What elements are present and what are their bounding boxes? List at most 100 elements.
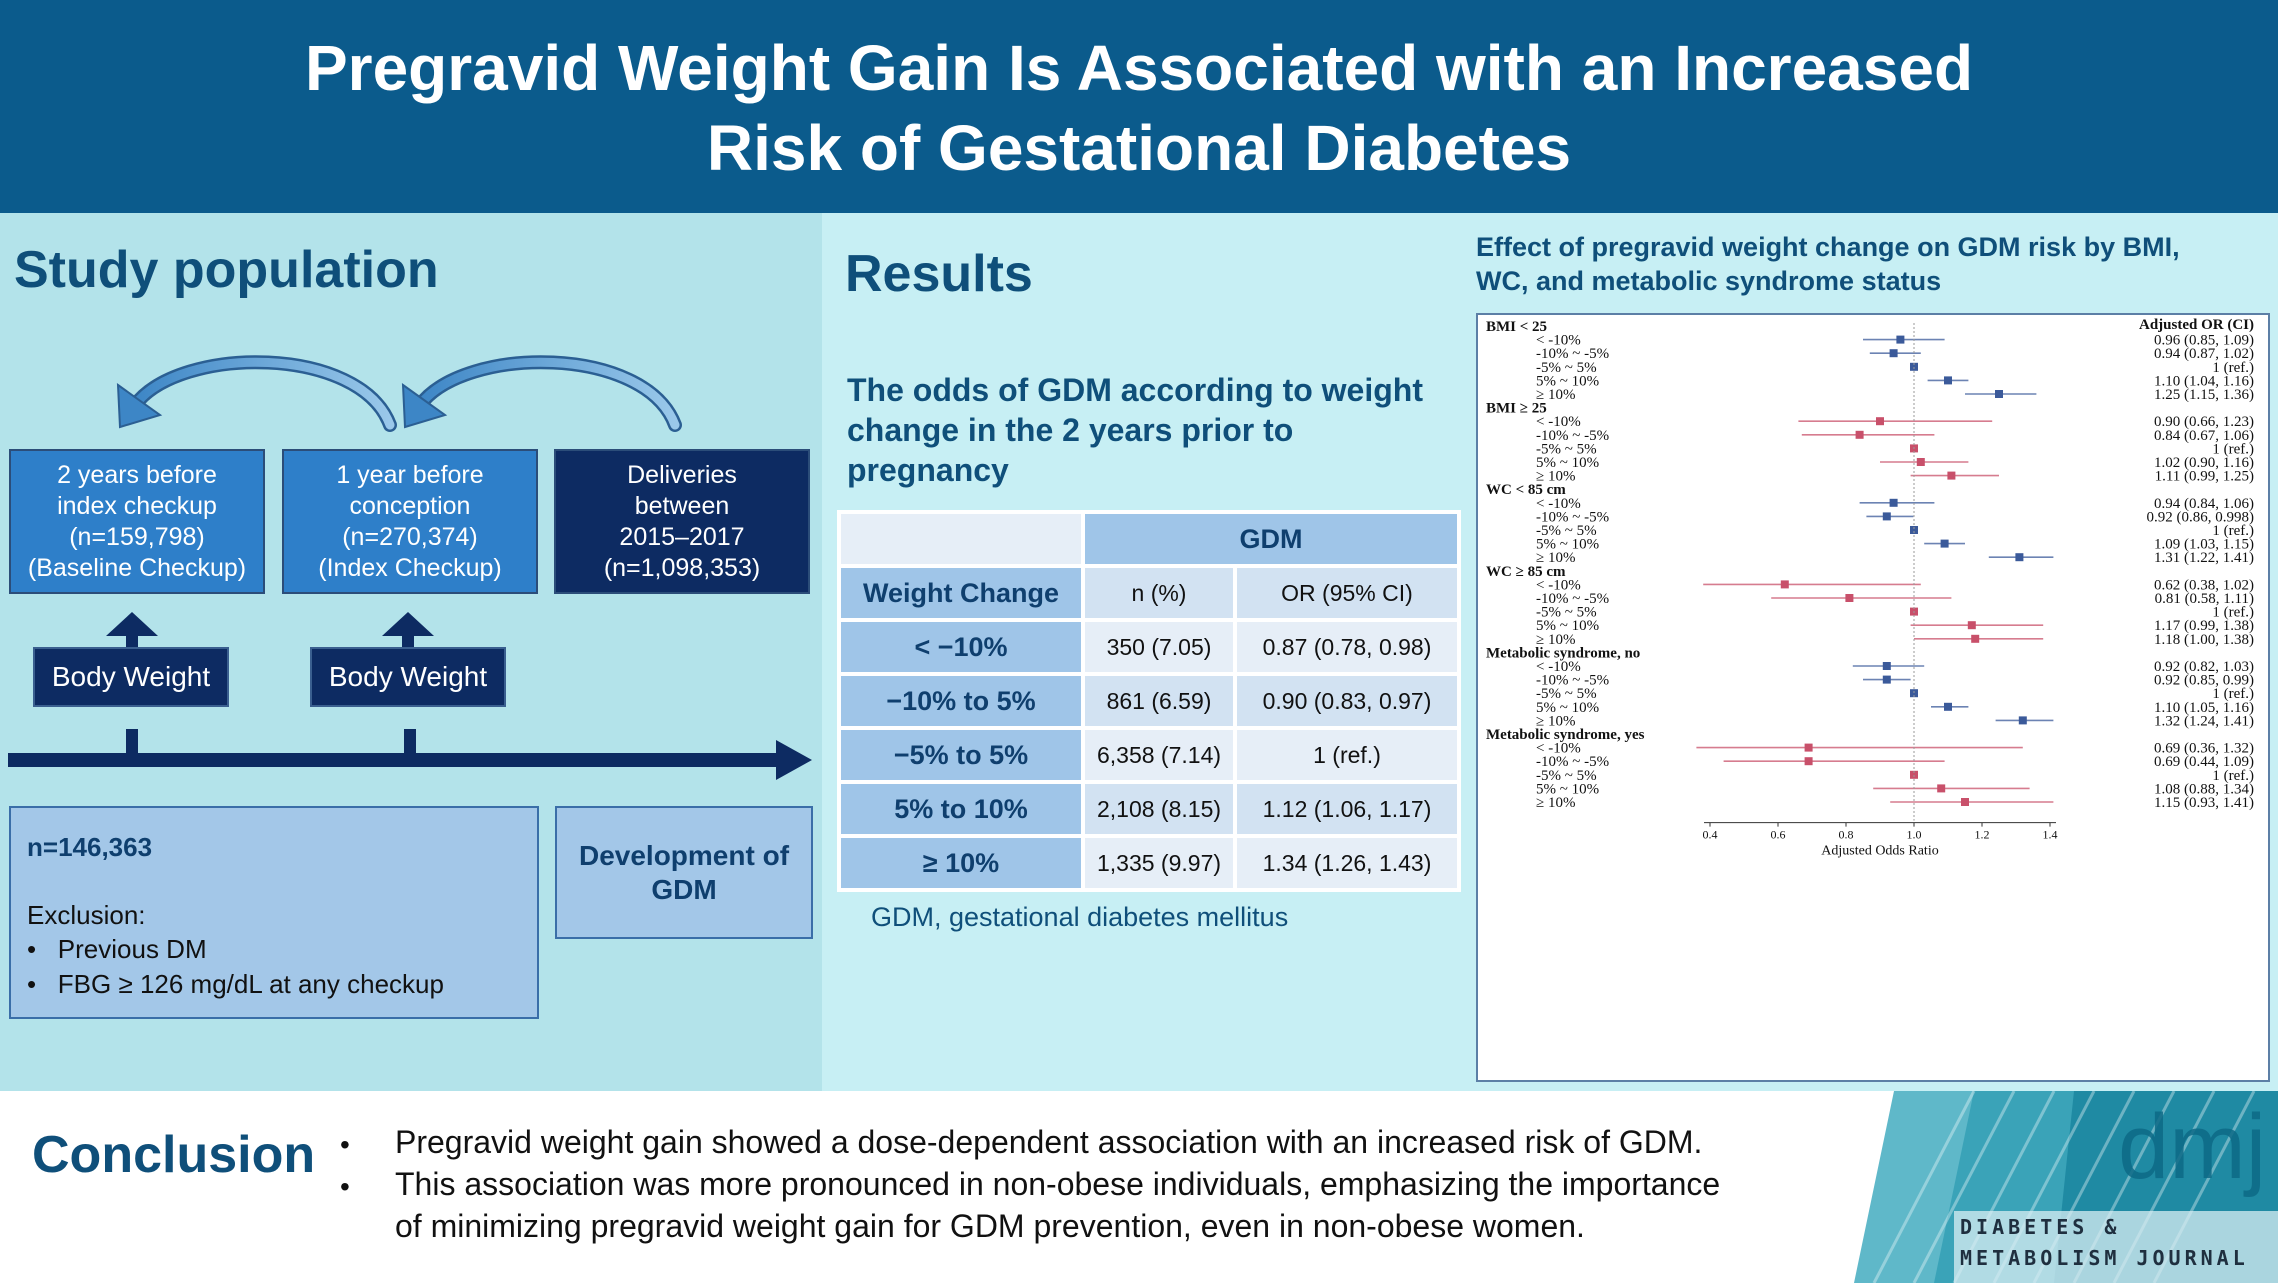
bullet-icon: • bbox=[27, 969, 58, 999]
gdm-odds-table: GDM Weight Change n (%) OR (95% CI) < −1… bbox=[837, 510, 1461, 892]
or-value-label: 1 (ref.) bbox=[2212, 360, 2254, 376]
exclusion-item: • FBG ≥ 126 mg/dL at any checkup bbox=[27, 969, 444, 1000]
table-row: −5% to 5% 6,358 (7.14) 1 (ref.) bbox=[837, 726, 1461, 784]
or-column-header: Adjusted OR (CI) bbox=[2139, 317, 2254, 333]
or-point bbox=[1882, 675, 1891, 684]
or-point bbox=[1882, 512, 1891, 521]
row-label: 5% ~ 10% bbox=[1536, 781, 1599, 797]
row-label: −5% to 5% bbox=[837, 726, 1085, 784]
table-group-header: GDM bbox=[1081, 510, 1461, 568]
x-tick-label: 0.4 bbox=[1703, 828, 1718, 842]
row-label: -10% ~ -5% bbox=[1536, 509, 1609, 525]
outcome-line: GDM bbox=[651, 873, 717, 905]
group-label: WC ≥ 85 cm bbox=[1486, 564, 1566, 580]
or-value-label: 1 (ref.) bbox=[2212, 768, 2254, 784]
or-value-label: 0.69 (0.44, 1.09) bbox=[2154, 754, 2254, 770]
table-row: 5% to 10% 2,108 (8.15) 1.12 (1.06, 1.17) bbox=[837, 780, 1461, 838]
column-header: Weight Change bbox=[837, 564, 1085, 622]
deliveries-box: Deliveries between 2015–2017 (n=1,098,35… bbox=[554, 449, 810, 594]
logo-line-2: METABOLISM JOURNAL bbox=[1960, 1246, 2249, 1270]
title-line-1: Pregravid Weight Gain Is Associated with… bbox=[304, 32, 1974, 104]
or-point bbox=[1910, 689, 1918, 698]
study-population-title: Study population bbox=[14, 241, 439, 299]
or-value-label: 1.10 (1.04, 1.16) bbox=[2154, 373, 2254, 389]
or-value-label: 1.10 (1.05, 1.16) bbox=[2154, 700, 2254, 716]
box1-line: 2 years before bbox=[57, 460, 217, 489]
or-point bbox=[1995, 390, 2003, 398]
logo-pattern bbox=[1854, 1091, 2278, 1283]
up-arrow-icon bbox=[106, 612, 158, 636]
page-title: Pregravid Weight Gain Is Associated with… bbox=[0, 28, 2278, 188]
cell-or: 0.90 (0.83, 0.97) bbox=[1233, 672, 1461, 730]
subtitle-line: pregnancy bbox=[847, 452, 1009, 488]
logo-mark: dmj bbox=[2118, 1096, 2267, 1198]
curved-arrow-right bbox=[401, 355, 682, 432]
group-label: Metabolic syndrome, yes bbox=[1486, 727, 1645, 743]
title-line-2: Risk of Gestational Diabetes bbox=[706, 112, 1572, 184]
or-value-label: 1.09 (1.03, 1.15) bbox=[2154, 537, 2254, 553]
up-arrow-icon bbox=[382, 612, 434, 636]
or-value-label: 1 (ref.) bbox=[2212, 686, 2254, 702]
row-label: ≥ 10% bbox=[1536, 632, 1575, 648]
box3-line: (n=1,098,353) bbox=[603, 553, 761, 582]
x-tick-label: 1.2 bbox=[1975, 828, 1990, 842]
row-label: -5% ~ 5% bbox=[1536, 686, 1597, 702]
bullet-icon: • bbox=[27, 934, 58, 964]
row-label: -5% ~ 5% bbox=[1536, 768, 1597, 784]
timeline-tick bbox=[126, 729, 138, 759]
or-value-label: 0.90 (0.66, 1.23) bbox=[2154, 414, 2254, 430]
header-banner: Pregravid Weight Gain Is Associated with… bbox=[0, 0, 2278, 213]
cohort-count: n=146,363 bbox=[27, 832, 153, 862]
row-label: ≥ 10% bbox=[1536, 550, 1575, 566]
subtitle-line: The odds of GDM according to weight bbox=[847, 372, 1423, 408]
index-checkup-box: 1 year before conception (n=270,374) (In… bbox=[282, 449, 538, 594]
row-label: −10% to 5% bbox=[837, 672, 1085, 730]
group-label: BMI ≥ 25 bbox=[1486, 401, 1547, 417]
or-point bbox=[1910, 526, 1918, 534]
bullet-icon: • bbox=[340, 1129, 350, 1160]
journal-logo: dmj DIABETES & METABOLISM JOURNAL bbox=[1854, 1091, 2278, 1283]
or-point bbox=[1967, 621, 1976, 630]
row-label: ≥ 10% bbox=[1536, 469, 1575, 485]
box3-line: between bbox=[634, 491, 730, 520]
curved-arrow-left bbox=[116, 355, 397, 432]
or-value-label: 1.25 (1.15, 1.36) bbox=[2154, 387, 2254, 403]
or-point bbox=[1940, 539, 1949, 548]
or-value-label: 1.31 (1.22, 1.41) bbox=[2154, 550, 2254, 566]
row-label: -10% ~ -5% bbox=[1536, 754, 1609, 770]
row-label: 5% ~ 10% bbox=[1536, 455, 1599, 471]
exclusion-text: Previous DM bbox=[57, 934, 207, 964]
row-label: 5% ~ 10% bbox=[1536, 700, 1599, 716]
or-point bbox=[1889, 498, 1898, 507]
or-point bbox=[1889, 349, 1898, 358]
group-label: BMI < 25 bbox=[1486, 319, 1547, 335]
row-label: 5% ~ 10% bbox=[1536, 537, 1599, 553]
or-point bbox=[1944, 702, 1952, 711]
row-label: ≥ 10% bbox=[837, 834, 1085, 892]
results-subtitle: The odds of GDM according to weight chan… bbox=[847, 370, 1457, 490]
box1-line: (Baseline Checkup) bbox=[27, 553, 247, 582]
row-label: ≥ 10% bbox=[1536, 713, 1575, 729]
or-value-label: 1 (ref.) bbox=[2212, 605, 2254, 621]
box3-line: 2015–2017 bbox=[619, 522, 745, 551]
conclusion-bullet-continued: of minimizing pregravid weight gain for … bbox=[395, 1208, 1585, 1244]
table-header-row: Weight Change n (%) OR (95% CI) bbox=[837, 564, 1461, 622]
or-value-label: 0.94 (0.87, 1.02) bbox=[2154, 346, 2254, 362]
table-footnote: GDM, gestational diabetes mellitus bbox=[871, 902, 1289, 932]
timeline-bar bbox=[8, 753, 778, 767]
or-point bbox=[1882, 662, 1891, 670]
row-label: -10% ~ -5% bbox=[1536, 346, 1609, 362]
cell-or: 1 (ref.) bbox=[1233, 726, 1461, 784]
row-label: 5% ~ 10% bbox=[1536, 373, 1599, 389]
outcome-line: Development of bbox=[578, 839, 790, 871]
cohort-box: n=146,363 Exclusion: • Previous DM • FBG… bbox=[9, 806, 539, 1019]
or-value-label: 1.18 (1.00, 1.38) bbox=[2154, 632, 2254, 648]
or-point bbox=[1804, 743, 1813, 752]
or-point bbox=[1961, 798, 1969, 806]
exclusion-text: FBG ≥ 126 mg/dL at any checkup bbox=[57, 969, 444, 999]
row-label: -5% ~ 5% bbox=[1536, 605, 1597, 621]
or-point bbox=[1780, 580, 1789, 589]
table-row: ≥ 10% 1,335 (9.97) 1.34 (1.26, 1.43) bbox=[837, 834, 1461, 892]
or-point bbox=[1855, 430, 1864, 439]
group-label: WC < 85 cm bbox=[1486, 482, 1566, 498]
